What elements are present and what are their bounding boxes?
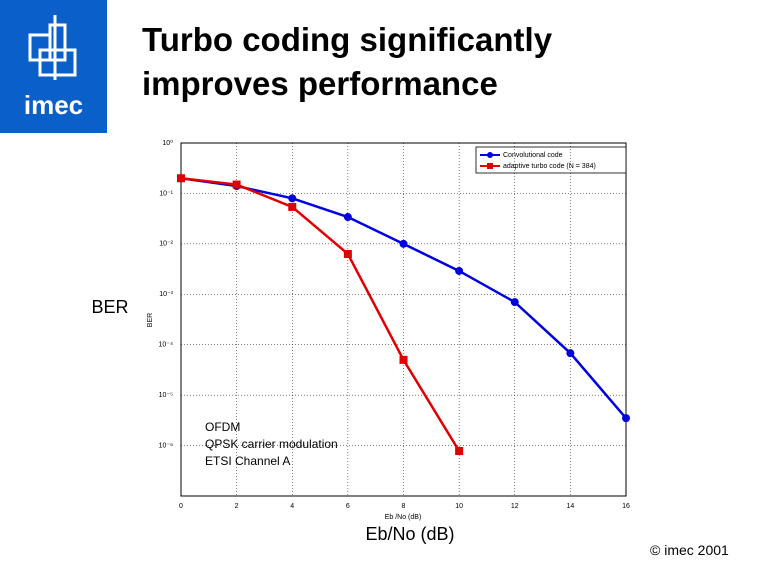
point — [288, 202, 297, 211]
series-line — [180, 177, 627, 419]
axis-x-label: Eb /No (dB) — [385, 514, 422, 521]
legend-box — [475, 146, 627, 174]
point — [177, 174, 185, 183]
legend-label: adaptive turbo code (N = 384) — [503, 163, 596, 170]
logo-icon — [28, 15, 77, 80]
x-tick-label: 4 — [290, 503, 294, 510]
logo: imec — [0, 0, 107, 133]
x-tick-label: 16 — [622, 503, 630, 510]
y-tick-label: 10⁻⁵ — [159, 392, 173, 399]
x-tick-label: 8 — [402, 503, 406, 510]
x-tick-label: 2 — [235, 503, 239, 510]
y-tick-label: 10⁰ — [162, 139, 173, 147]
point — [510, 298, 519, 307]
annotation: QPSK carrier modulation — [205, 437, 338, 451]
axis-y-label: BER — [147, 313, 154, 327]
point — [343, 249, 352, 258]
y-tick-label: 10⁻⁶ — [159, 442, 173, 449]
series-line — [180, 177, 461, 452]
point — [343, 213, 352, 222]
legend-marker — [487, 163, 493, 169]
x-tick-label: 10 — [455, 503, 463, 510]
point — [288, 194, 297, 203]
point — [455, 266, 464, 275]
y-tick-label: 10⁻⁴ — [159, 342, 174, 349]
x-tick-label: 0 — [179, 503, 183, 510]
point — [622, 414, 630, 423]
x-tick-label: 12 — [511, 503, 519, 510]
logo-text: imec — [23, 90, 84, 120]
legend-label: Convolutional code — [503, 152, 563, 159]
x-tick-label: 6 — [346, 503, 350, 510]
slide-title: Turbo coding significantly improves perf… — [142, 21, 553, 102]
point — [455, 447, 464, 456]
y-tick-label: 10⁻² — [159, 241, 173, 248]
y-tick-label: 10⁻³ — [159, 291, 173, 298]
point — [232, 180, 241, 189]
x-tick-label: 14 — [566, 503, 574, 510]
annotation: ETSI Channel A — [205, 454, 290, 468]
legend-marker — [487, 152, 493, 158]
point — [399, 355, 408, 364]
y-tick-label: 10⁻¹ — [159, 190, 173, 197]
point — [566, 349, 575, 358]
x-label: Eb/No (dB) — [365, 524, 454, 544]
footer: © imec 2001 — [650, 542, 729, 558]
point — [399, 239, 408, 248]
annotation: OFDM — [205, 420, 240, 434]
y-label: BER — [91, 297, 128, 317]
